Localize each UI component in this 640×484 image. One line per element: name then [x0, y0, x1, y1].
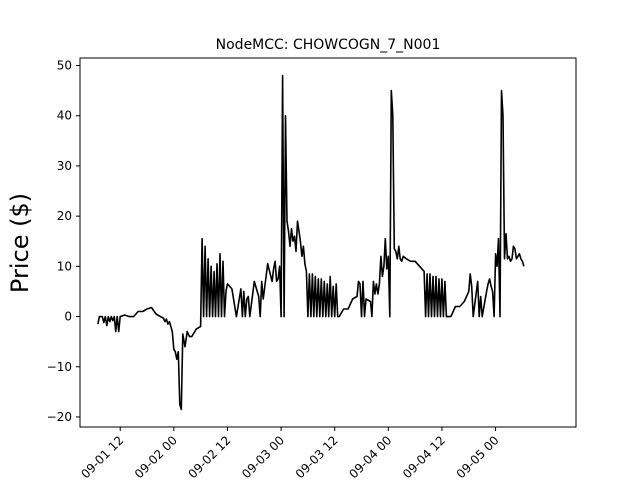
y-axis-label: Price ($) — [6, 193, 34, 293]
x-tick-label: 09-05 00 — [454, 433, 502, 480]
y-tick-label: 50 — [57, 59, 72, 73]
x-tick-label: 09-02 12 — [186, 433, 234, 480]
y-tick-label: 20 — [57, 209, 72, 223]
y-tick-label: 10 — [57, 259, 72, 273]
y-axis-ticks: −20 −10 0 10 20 30 40 50 — [47, 59, 80, 424]
y-tick-label: 40 — [57, 109, 72, 123]
y-tick-label: −10 — [47, 360, 72, 374]
y-tick-label: 30 — [57, 159, 72, 173]
x-tick-label: 09-02 00 — [132, 433, 180, 480]
price-series-line — [97, 74, 525, 411]
x-tick-label: 09-03 00 — [239, 433, 287, 480]
x-tick-label: 09-04 00 — [346, 433, 394, 480]
chart-title: NodeMCC: CHOWCOGN_7_N001 — [216, 37, 441, 53]
y-tick-label: −20 — [47, 410, 72, 424]
x-tick-label: 09-04 12 — [400, 433, 448, 480]
y-tick-label: 0 — [64, 310, 72, 324]
x-tick-label: 09-03 12 — [293, 433, 341, 480]
x-axis-ticks: 09-01 12 09-02 00 09-02 12 09-03 00 09-03 12… — [78, 427, 502, 481]
plot-area-frame — [79, 57, 577, 428]
x-tick-label: 09-01 12 — [78, 433, 126, 480]
